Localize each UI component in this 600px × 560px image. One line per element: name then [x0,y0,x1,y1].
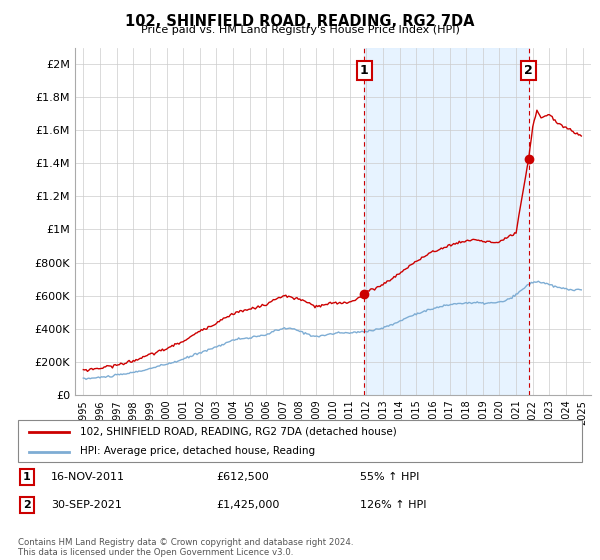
Text: 102, SHINFIELD ROAD, READING, RG2 7DA (detached house): 102, SHINFIELD ROAD, READING, RG2 7DA (d… [80,427,397,437]
Bar [364,48,529,395]
Text: HPI: Average price, detached house, Reading: HPI: Average price, detached house, Read… [80,446,315,456]
Text: 102, SHINFIELD ROAD, READING, RG2 7DA: 102, SHINFIELD ROAD, READING, RG2 7DA [125,14,475,29]
Text: Contains HM Land Registry data © Crown copyright and database right 2024.
This d: Contains HM Land Registry data © Crown c… [18,538,353,557]
Text: £612,500: £612,500 [216,472,269,482]
Text: 55% ↑ HPI: 55% ↑ HPI [360,472,419,482]
Text: £1,425,000: £1,425,000 [216,500,280,510]
FancyBboxPatch shape [18,420,582,462]
Text: 2: 2 [524,64,533,77]
Text: 16-NOV-2011: 16-NOV-2011 [51,472,125,482]
Text: Price paid vs. HM Land Registry's House Price Index (HPI): Price paid vs. HM Land Registry's House … [140,25,460,35]
Text: 1: 1 [23,472,31,482]
Text: 30-SEP-2021: 30-SEP-2021 [51,500,122,510]
Text: 1: 1 [360,64,368,77]
Text: 126% ↑ HPI: 126% ↑ HPI [360,500,427,510]
Text: 2: 2 [23,500,31,510]
